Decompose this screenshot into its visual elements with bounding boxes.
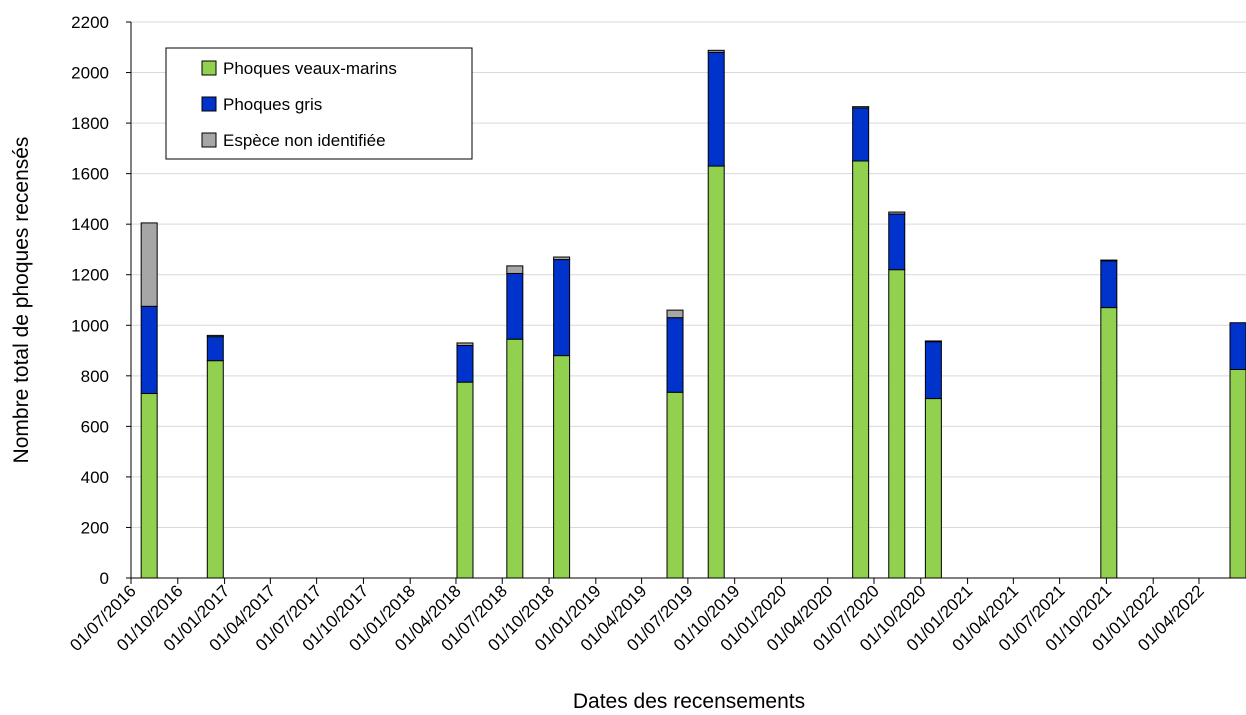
bar-segment [924,340,942,343]
legend: Phoques veaux-marins Phoques gris Espèce n… [165,47,473,160]
legend-label: Phoques veaux-marins [223,59,397,78]
bar-segment [206,360,224,579]
bar-segment [506,272,524,340]
bars [140,49,1246,579]
y-tick-label: 1800 [71,114,109,133]
axes [126,21,1246,584]
bar-segment [206,334,224,338]
bar-segment [140,222,158,307]
bar-segment [888,211,906,215]
bar-segment [1100,307,1118,579]
y-tick-label: 2000 [71,64,109,83]
legend-swatch [201,96,217,112]
y-tick-label: 1000 [71,316,109,335]
bar-segment [506,265,524,274]
bar-segment [553,259,571,357]
y-tick-label: 0 [100,569,109,588]
y-tick-label: 200 [81,518,109,537]
bar-segment [924,398,942,579]
bar-segment [206,336,224,362]
bar-segment [924,341,942,400]
bar-segment [666,391,684,579]
y-axis-title: Nombre total de phoques recensés [10,137,33,464]
y-tick-label: 1600 [71,165,109,184]
legend-label: Phoques gris [223,95,322,114]
legend-box [165,47,473,160]
bar-segment [707,165,725,579]
legend-label: Espèce non identifiée [223,131,386,150]
bar-segment [140,393,158,579]
bar-segment [1100,260,1118,309]
y-tick-labels: 0 200 400 600 800 1000 1200 1400 1600 1800 2000 220… [71,13,109,588]
bar-segment [852,160,870,579]
bar-segment [888,213,906,271]
y-tick-label: 1200 [71,266,109,285]
y-tick-label: 2200 [71,13,109,32]
bar-segment [553,256,571,261]
legend-swatch [201,60,217,76]
y-tick-label: 600 [81,417,109,436]
bar-segment [1229,369,1246,579]
bar-segment [456,342,474,346]
bar-segment [456,344,474,383]
bar-segment [707,49,725,53]
y-tick-label: 800 [81,367,109,386]
x-tick-labels: 01/07/201601/10/201601/01/201701/04/2017… [66,581,1208,655]
bar-segment [852,107,870,162]
bar-segment [707,51,725,167]
bar-segment [666,309,684,319]
bar-segment [553,355,571,579]
bar-segment [1100,259,1118,262]
bar-segment [506,338,524,579]
x-axis-title: Dates des recensements [573,690,805,713]
bar-segment [888,269,906,579]
bar-segment [140,305,158,395]
bar-segment [666,317,684,393]
legend-swatch [201,132,217,148]
y-tick-label: 400 [81,468,109,487]
bar-segment [1229,322,1246,370]
y-tick-label: 1400 [71,215,109,234]
bar-segment [456,381,474,579]
bar-segment [852,106,870,109]
